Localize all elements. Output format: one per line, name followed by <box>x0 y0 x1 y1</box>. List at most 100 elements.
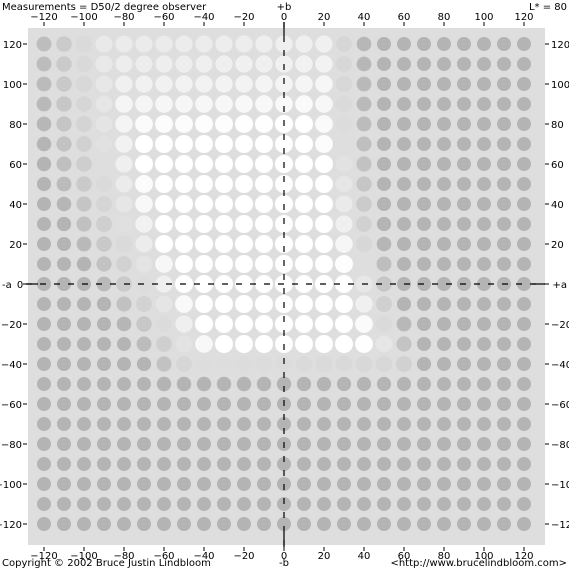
color-dot <box>517 117 531 131</box>
y-tick-label-right: −80 <box>551 440 569 451</box>
y-tick-label-left: 100 <box>3 80 22 91</box>
color-dot <box>417 97 431 111</box>
color-dot <box>115 95 133 113</box>
color-dot <box>237 437 251 451</box>
color-dot <box>397 457 411 471</box>
color-dot <box>215 175 233 193</box>
color-dot <box>335 255 353 273</box>
color-dot <box>115 75 133 93</box>
color-dot <box>295 175 313 193</box>
color-dot <box>477 57 491 71</box>
color-dot <box>355 295 373 313</box>
color-dot <box>155 215 173 233</box>
color-dot <box>437 377 451 391</box>
color-dot <box>437 457 451 471</box>
color-dot <box>255 95 273 113</box>
color-dot <box>255 255 273 273</box>
color-dot <box>497 197 511 211</box>
color-dot <box>437 117 451 131</box>
color-dot <box>255 195 273 213</box>
color-dot <box>195 355 213 373</box>
color-dot <box>337 437 351 451</box>
color-dot <box>195 55 213 73</box>
color-dot <box>295 55 313 73</box>
color-dot <box>437 317 451 331</box>
color-dot <box>215 55 233 73</box>
color-dot <box>457 477 471 491</box>
color-dot <box>355 355 373 373</box>
y-tick-label-left: −20 <box>1 320 22 331</box>
color-dot <box>397 37 411 51</box>
color-dot <box>437 277 451 291</box>
color-dot <box>135 215 153 233</box>
color-dot <box>36 76 52 92</box>
color-dot <box>335 215 353 233</box>
color-dot <box>117 477 131 491</box>
color-dot <box>195 155 213 173</box>
color-dot <box>115 35 133 53</box>
color-dot <box>457 297 471 311</box>
color-dot <box>97 337 111 351</box>
color-dot <box>377 397 391 411</box>
color-dot <box>497 417 511 431</box>
x-tick-label-top: 40 <box>358 12 371 23</box>
color-dot <box>197 417 211 431</box>
color-dot <box>297 497 311 511</box>
color-dot <box>356 96 372 112</box>
color-dot <box>217 437 231 451</box>
color-dot <box>77 457 91 471</box>
color-dot <box>437 37 451 51</box>
color-dot <box>295 135 313 153</box>
color-dot <box>276 376 292 392</box>
color-dot <box>196 376 212 392</box>
y-tick-label-left: −40 <box>1 360 22 371</box>
color-dot <box>37 237 51 251</box>
color-dot <box>177 457 191 471</box>
color-dot <box>195 295 213 313</box>
color-dot <box>295 275 313 293</box>
color-dot <box>376 376 392 392</box>
color-dot <box>437 177 451 191</box>
color-dot <box>57 477 71 491</box>
color-dot <box>255 175 273 193</box>
color-dot <box>215 255 233 273</box>
color-dot <box>477 237 491 251</box>
color-dot <box>137 437 151 451</box>
color-dot <box>517 257 531 271</box>
color-dot <box>195 75 213 93</box>
color-dot <box>157 417 171 431</box>
color-dot <box>377 457 391 471</box>
color-dot <box>317 477 331 491</box>
color-dot <box>317 417 331 431</box>
x-tick-label-top: 60 <box>398 12 411 23</box>
color-dot <box>155 35 173 53</box>
color-dot <box>155 115 173 133</box>
color-dot <box>376 276 392 292</box>
color-dot <box>277 417 291 431</box>
color-dot <box>315 355 333 373</box>
color-dot <box>36 56 52 72</box>
color-dot <box>316 376 332 392</box>
color-dot <box>76 156 92 172</box>
color-dot <box>77 337 91 351</box>
color-dot <box>457 337 471 351</box>
y-tick-label-right: −120 <box>551 520 569 531</box>
color-dot <box>77 437 91 451</box>
color-dot <box>96 276 112 292</box>
color-dot <box>177 477 191 491</box>
color-dot <box>135 155 153 173</box>
color-dot <box>37 417 51 431</box>
color-dot <box>417 337 431 351</box>
color-dot <box>197 457 211 471</box>
color-dot <box>117 457 131 471</box>
color-dot <box>377 477 391 491</box>
color-dot <box>397 517 411 531</box>
color-dot <box>37 197 51 211</box>
color-dot <box>156 376 172 392</box>
color-dot <box>115 235 133 253</box>
color-dot <box>195 275 213 293</box>
color-dot <box>275 135 293 153</box>
color-dot <box>95 135 113 153</box>
color-dot <box>457 177 471 191</box>
